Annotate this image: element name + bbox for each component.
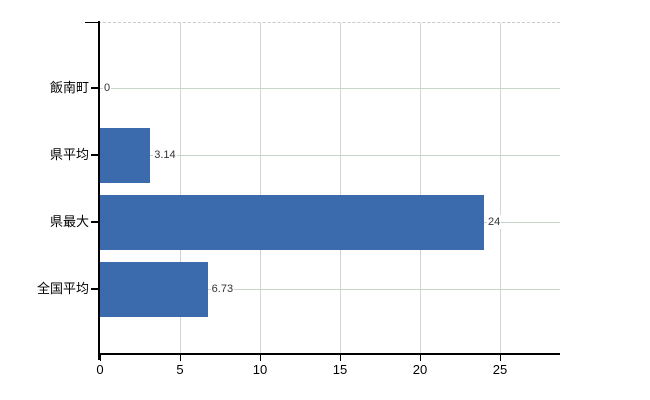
- value-label: 3.14: [153, 148, 177, 162]
- bar: [100, 127, 151, 183]
- bar: [100, 261, 208, 317]
- vertical-gridline: [499, 23, 501, 353]
- horizontal-gridline: [100, 288, 560, 290]
- x-tick-label: 5: [176, 362, 184, 377]
- bar: [100, 194, 484, 250]
- value-label: 0: [103, 81, 112, 95]
- plot-top-border: [98, 22, 560, 23]
- y-axis-line: [98, 21, 100, 360]
- y-axis-tickmark: [91, 154, 98, 156]
- y-axis-tickmark: [91, 87, 98, 89]
- category-label: 飯南町: [49, 80, 89, 95]
- x-tick-label: 20: [412, 362, 428, 377]
- x-axis-tickmark: [99, 355, 101, 361]
- x-axis-tickmark: [499, 355, 501, 361]
- vertical-gridline: [419, 23, 421, 353]
- vertical-gridline: [259, 23, 261, 353]
- vertical-gridline: [179, 23, 181, 353]
- horizontal-gridline: [100, 87, 560, 89]
- x-axis-line: [98, 353, 560, 355]
- category-label: 県平均: [49, 147, 89, 162]
- x-tick-label: 25: [492, 362, 508, 377]
- x-axis-tickmark: [419, 355, 421, 361]
- horizontal-gridline: [100, 154, 560, 156]
- y-axis-tickmark: [91, 288, 98, 290]
- x-tick-label: 10: [252, 362, 268, 377]
- category-label: 県最大: [49, 214, 89, 229]
- value-label: 6.73: [210, 282, 235, 296]
- x-tick-label: 15: [332, 362, 348, 377]
- x-tick-label: 0: [96, 362, 104, 377]
- value-label: 24: [487, 215, 502, 229]
- x-axis-tickmark: [259, 355, 261, 361]
- y-axis-top-tick: [85, 21, 98, 23]
- category-label: 全国平均: [36, 281, 89, 296]
- y-axis-tickmark: [91, 221, 98, 223]
- vertical-gridline: [339, 23, 341, 353]
- x-axis-tickmark: [339, 355, 341, 361]
- x-axis-tickmark: [179, 355, 181, 361]
